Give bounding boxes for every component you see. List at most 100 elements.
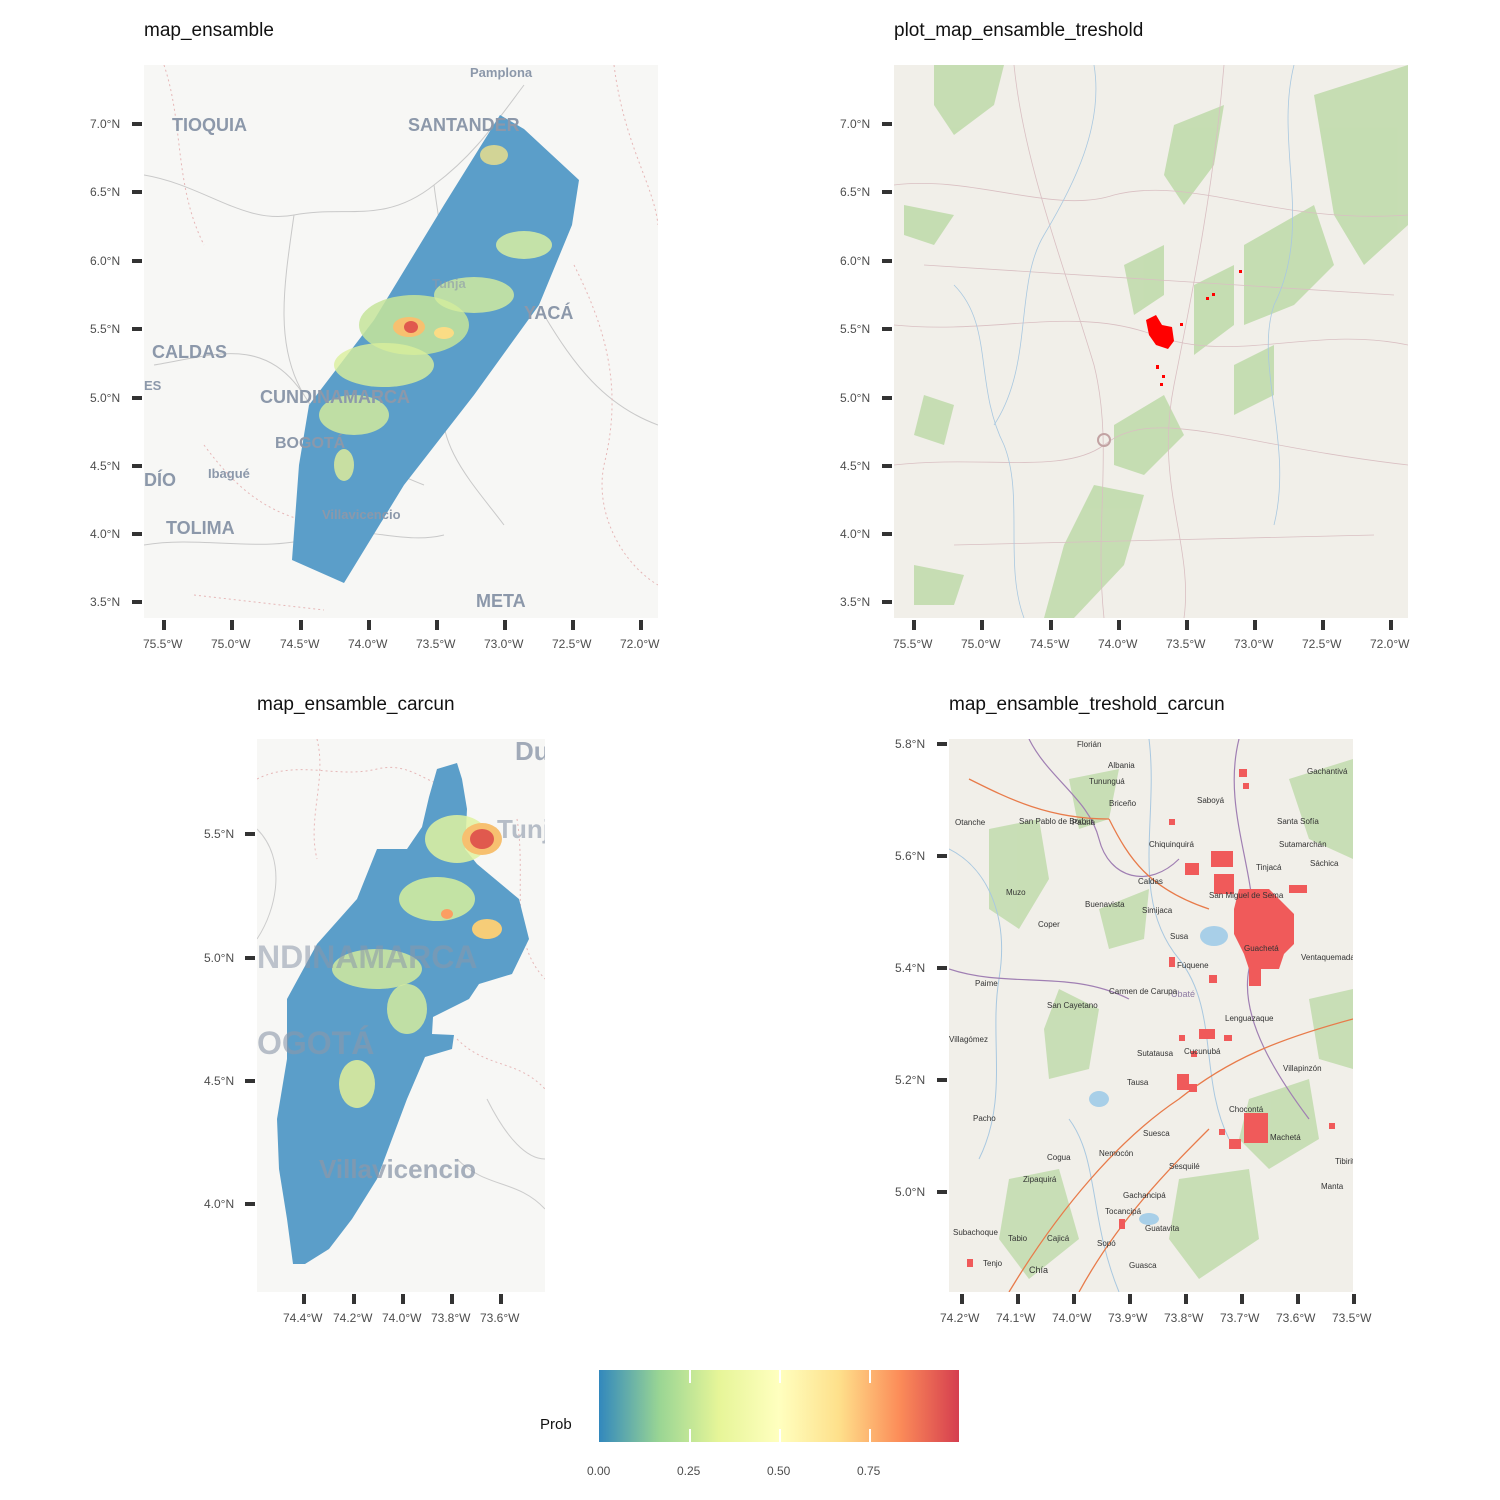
town-ubate-region: Ubaté xyxy=(1171,989,1196,999)
town-villapinzon: Villapinzón xyxy=(1283,1064,1322,1073)
p3-xtick-2: 74.0°W xyxy=(382,1311,422,1325)
p3-xtick-mark-0 xyxy=(302,1294,306,1304)
p2-ytick-mark-3 xyxy=(882,327,892,331)
town-carmen-de-carupa: Carmen de Carupa xyxy=(1109,987,1178,996)
town-coper: Coper xyxy=(1038,920,1060,929)
p3-ytick-mark-2 xyxy=(245,1079,255,1083)
p1-xtick-7: 72.0°W xyxy=(620,637,660,651)
p1-ytick-0: 7.0°N xyxy=(90,117,121,131)
town-sutamarchan: Sutamarchán xyxy=(1279,840,1327,849)
p1-ytick-mark-4 xyxy=(132,396,142,400)
p2-xtick-7: 72.0°W xyxy=(1370,637,1410,651)
map-ensamble[interactable]: Pamplona TIOQUIA SANTANDER CALDAS ES CUN… xyxy=(144,65,658,618)
town-briceno: Briceño xyxy=(1109,799,1137,808)
p2-ytick-mark-4 xyxy=(882,396,892,400)
legend-tick-2: 0.50 xyxy=(767,1464,791,1478)
map-ensamble-threshold[interactable] xyxy=(894,65,1408,618)
p1-xtick-mark-1 xyxy=(230,620,234,630)
p4-ytick-3: 5.2°N xyxy=(895,1073,926,1087)
p4-xtick-mark-2 xyxy=(1072,1294,1076,1304)
dept-boundaries xyxy=(257,739,545,1090)
p1-ytick-mark-3 xyxy=(132,327,142,331)
town-tinjaca: Tinjacá xyxy=(1256,863,1282,872)
town-san-cayetano: San Cayetano xyxy=(1047,1001,1098,1010)
p4-xtick-6: 73.6°W xyxy=(1276,1311,1316,1325)
p1-ytick-1: 6.5°N xyxy=(90,185,121,199)
town-florian: Florián xyxy=(1077,740,1102,749)
place-duitama: Du xyxy=(515,739,545,766)
p2-xtick-mark-7 xyxy=(1389,620,1393,630)
p3-xtick-3: 73.8°W xyxy=(431,1311,471,1325)
p1-xtick-mark-5 xyxy=(503,620,507,630)
p1-xtick-2: 74.5°W xyxy=(280,637,320,651)
p2-ytick-mark-5 xyxy=(882,464,892,468)
p2-xtick-mark-6 xyxy=(1321,620,1325,630)
p3-xtick-1: 74.2°W xyxy=(333,1311,373,1325)
p3-ytick-2: 4.5°N xyxy=(204,1074,235,1088)
place-ibague: Ibagué xyxy=(208,466,250,481)
p2-xtick-mark-3 xyxy=(1117,620,1121,630)
p4-ytick-4: 5.0°N xyxy=(895,1185,926,1199)
p1-xtick-6: 72.5°W xyxy=(552,637,592,651)
p4-xtick-mark-0 xyxy=(960,1294,964,1304)
p4-xtick-7: 73.5°W xyxy=(1332,1311,1372,1325)
p2-xtick-mark-2 xyxy=(1049,620,1053,630)
map-ensamble-threshold-carcun[interactable]: Florián Albania Tununguá Gachantivá Sant… xyxy=(949,739,1353,1292)
p2-ytick-mark-7 xyxy=(882,600,892,604)
p2-xtick-4: 73.5°W xyxy=(1166,637,1206,651)
p3-ytick-1: 5.0°N xyxy=(204,951,235,965)
p4-xtick-3: 73.9°W xyxy=(1108,1311,1148,1325)
town-cajica: Cajicá xyxy=(1047,1234,1070,1243)
panel-title-threshold-carcun: map_ensamble_treshold_carcun xyxy=(949,694,1225,715)
place-bogota: BOGOTÁ xyxy=(275,435,346,452)
town-tocancipa: Tocancipá xyxy=(1105,1207,1142,1216)
p2-xtick-5: 73.0°W xyxy=(1234,637,1274,651)
town-saboya: Saboyá xyxy=(1197,796,1225,805)
p3-xtick-mark-4 xyxy=(499,1294,503,1304)
p1-xtick-1: 75.0°W xyxy=(211,637,251,651)
p1-xtick-3: 74.0°W xyxy=(348,637,388,651)
town-manta: Manta xyxy=(1321,1182,1344,1191)
town-cogua: Cogua xyxy=(1047,1153,1071,1162)
p3-xtick-mark-1 xyxy=(352,1294,356,1304)
place-villavicencio: Villavicencio xyxy=(322,507,401,522)
town-zipaquira: Zipaquirá xyxy=(1023,1175,1057,1184)
town-cucunuba: Cucunubá xyxy=(1184,1047,1221,1056)
town-caldas: Caldas xyxy=(1138,877,1163,886)
town-gachantiva: Gachantivá xyxy=(1307,767,1348,776)
town-tununguá: Tununguá xyxy=(1089,777,1125,786)
legend-title: Prob xyxy=(540,1416,572,1433)
town-gachancipa: Gachancipá xyxy=(1123,1191,1166,1200)
place-tolima: TOLIMA xyxy=(166,518,235,538)
p3-ytick-3: 4.0°N xyxy=(204,1197,235,1211)
town-nemocon: Nemocón xyxy=(1099,1149,1134,1158)
p2-xtick-mark-4 xyxy=(1185,620,1189,630)
place-es: ES xyxy=(144,378,162,393)
town-santa-sofia: Santa Sofía xyxy=(1277,817,1319,826)
town-buenavista: Buenavista xyxy=(1085,900,1125,909)
p4-xtick-0: 74.2°W xyxy=(940,1311,980,1325)
place-santander: SANTANDER xyxy=(408,115,520,135)
p1-ytick-3: 5.5°N xyxy=(90,322,121,336)
place-cundinamarca: CUNDINAMARCA xyxy=(260,387,410,407)
p1-ytick-mark-5 xyxy=(132,464,142,468)
town-sesquile: Sesquilé xyxy=(1169,1162,1200,1171)
town-chiquinquira: Chiquinquirá xyxy=(1149,840,1194,849)
place-tunja: Tunja xyxy=(497,814,545,844)
panel-title-map-ensamble: map_ensamble xyxy=(144,20,274,41)
place-quindio: DÍO xyxy=(144,470,177,490)
p2-ytick-5: 4.5°N xyxy=(840,459,871,473)
town-tenjo: Tenjo xyxy=(983,1259,1003,1268)
rivers xyxy=(949,739,1230,1292)
map-threshold-carcun-canvas xyxy=(949,739,1353,1292)
p4-xtick-mark-4 xyxy=(1184,1294,1188,1304)
legend-tick-3: 0.75 xyxy=(857,1464,881,1478)
p1-ytick-6: 4.0°N xyxy=(90,527,121,541)
town-villagomez: Villagómez xyxy=(949,1035,988,1044)
p3-ytick-mark-0 xyxy=(245,832,255,836)
p1-ytick-mark-1 xyxy=(132,190,142,194)
map-ensamble-carcun[interactable]: Du Tunja NDINAMARCA OGOTÁ Villavicencio xyxy=(257,739,545,1292)
p2-ytick-0: 7.0°N xyxy=(840,117,871,131)
map-threshold-canvas xyxy=(894,65,1408,618)
p2-xtick-0: 75.5°W xyxy=(893,637,933,651)
